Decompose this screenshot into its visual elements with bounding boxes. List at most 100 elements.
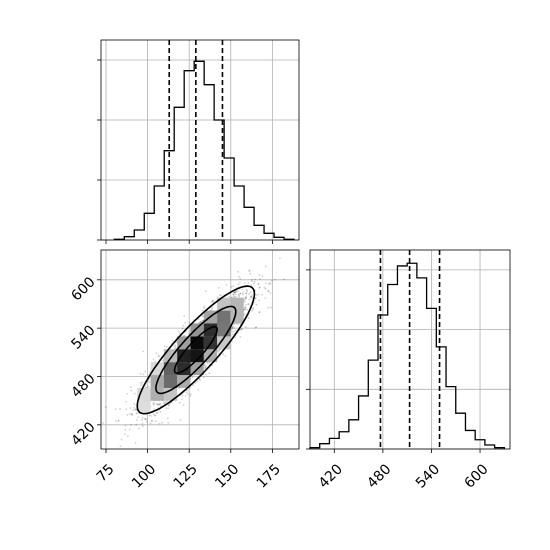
joint-scatter-point bbox=[270, 306, 273, 309]
joint-scatter-point bbox=[124, 429, 127, 431]
joint-scatter-point bbox=[239, 328, 242, 331]
marginal-y-panel: 420 480 540 600 bbox=[306, 249, 511, 492]
joint-scatter-point bbox=[203, 307, 206, 309]
joint-scatter-point bbox=[216, 350, 219, 352]
joint-scatter-point bbox=[141, 418, 143, 421]
joint-scatter-point bbox=[158, 422, 161, 425]
joint-scatter-point bbox=[254, 297, 257, 299]
joint-scatter-point bbox=[253, 281, 256, 283]
joint-scatter-point bbox=[184, 395, 187, 397]
joint-scatter-point bbox=[267, 289, 269, 292]
joint-scatter-point bbox=[245, 295, 248, 298]
joint-scatter-point bbox=[158, 355, 161, 358]
joint-scatter-point bbox=[164, 401, 167, 403]
joint-scatter-point bbox=[131, 414, 134, 416]
joint-scatter-point bbox=[135, 408, 138, 411]
joint-scatter-point bbox=[142, 373, 145, 376]
joint-scatter-point bbox=[150, 419, 153, 422]
joint-scatter-point bbox=[191, 376, 194, 379]
joint-scatter-point bbox=[141, 422, 144, 425]
joint-contour-inner bbox=[173, 325, 218, 374]
joint-scatter-point bbox=[232, 323, 235, 326]
joint-scatter-point bbox=[258, 299, 260, 302]
joint-scatter-point bbox=[189, 395, 192, 397]
joint-scatter-point bbox=[204, 373, 207, 376]
joint-scatter-point bbox=[251, 280, 253, 283]
joint-scatter-point bbox=[133, 406, 136, 409]
joint-scatter-point bbox=[199, 379, 202, 382]
joint-scatter-point bbox=[130, 413, 133, 415]
joint-scatter-point bbox=[231, 330, 234, 333]
joint-ytick-label: 540 bbox=[68, 322, 98, 352]
joint-scatter-point bbox=[261, 275, 264, 277]
joint-scatter-point bbox=[248, 270, 251, 272]
joint-density-cell bbox=[163, 375, 178, 388]
joint-scatter-point bbox=[232, 296, 235, 298]
joint-density-cell bbox=[163, 362, 178, 376]
joint-scatter-point bbox=[129, 407, 132, 410]
joint-scatter-point bbox=[124, 433, 126, 435]
joint-scatter-point bbox=[201, 314, 204, 317]
joint-scatter-point bbox=[234, 336, 237, 339]
joint-scatter-point bbox=[152, 413, 155, 415]
joint-scatter-point bbox=[273, 278, 276, 281]
joint-scatter-point bbox=[269, 292, 272, 294]
joint-scatter-point bbox=[269, 283, 272, 285]
joint-xtick-label: 150 bbox=[212, 461, 242, 491]
joint-scatter-point bbox=[155, 402, 158, 405]
joint-scatter-point bbox=[247, 293, 250, 295]
joint-scatter-point bbox=[196, 380, 199, 383]
joint-scatter-point bbox=[157, 403, 159, 406]
joint-scatter-point bbox=[232, 293, 235, 296]
joint-scatter-point bbox=[120, 438, 123, 441]
joint-contour-middle bbox=[155, 305, 237, 395]
joint-scatter-point bbox=[149, 422, 152, 425]
joint-scatter-point bbox=[251, 295, 253, 297]
joint-scatter-point bbox=[254, 278, 256, 281]
joint-scatter-point bbox=[222, 353, 225, 356]
joint-xtick-label: 75 bbox=[94, 461, 118, 485]
joint-scatter-point bbox=[250, 284, 253, 287]
joint-scatter-point bbox=[212, 301, 215, 303]
joint-scatter-point bbox=[251, 310, 253, 312]
joint-scatter-point bbox=[233, 291, 236, 293]
joint-xtick-label: 100 bbox=[129, 461, 159, 491]
joint-scatter-point bbox=[243, 308, 246, 311]
joint-scatter-point bbox=[154, 414, 157, 417]
joint-scatter-point bbox=[234, 291, 236, 294]
joint-scatter-point bbox=[247, 303, 250, 305]
joint-scatter-point bbox=[182, 404, 185, 406]
joint-scatter-point bbox=[242, 292, 244, 294]
joint-scatter-point bbox=[141, 383, 144, 385]
joint-scatter-point bbox=[233, 330, 235, 332]
joint-scatter-point bbox=[244, 301, 246, 303]
joint-scatter-point bbox=[129, 413, 132, 415]
joint-scatter-point bbox=[166, 417, 169, 420]
joint-scatter-point bbox=[140, 384, 142, 387]
joint-scatter-point bbox=[148, 385, 150, 388]
joint-scatter-point bbox=[181, 398, 183, 401]
joint-scatter-point bbox=[102, 422, 105, 424]
joint-scatter-point bbox=[158, 403, 161, 406]
joint-scatter-point bbox=[133, 402, 136, 405]
joint-scatter-point bbox=[257, 283, 260, 286]
marginal-x-frame bbox=[100, 39, 300, 241]
joint-scatter-point bbox=[185, 391, 188, 393]
joint-scatter-point bbox=[271, 279, 273, 282]
marginal-y-xtick-label: 420 bbox=[316, 461, 346, 491]
joint-scatter-point bbox=[107, 454, 109, 456]
joint-scatter-point bbox=[257, 283, 260, 285]
joint-scatter-point bbox=[252, 308, 254, 311]
joint-scatter-point bbox=[235, 323, 238, 325]
joint-scatter-point bbox=[124, 424, 127, 427]
joint-scatter-point bbox=[137, 416, 139, 418]
joint-scatter-point bbox=[202, 309, 205, 312]
joint-scatter-point bbox=[225, 284, 228, 286]
joint-scatter-point bbox=[114, 408, 117, 410]
joint-scatter-point bbox=[264, 287, 267, 290]
joint-scatter-point bbox=[239, 292, 242, 295]
joint-scatter-point bbox=[144, 370, 147, 373]
joint-scatter-point bbox=[217, 352, 220, 355]
joint-scatter-point bbox=[230, 286, 233, 288]
joint-xtick-label: 175 bbox=[254, 461, 284, 491]
